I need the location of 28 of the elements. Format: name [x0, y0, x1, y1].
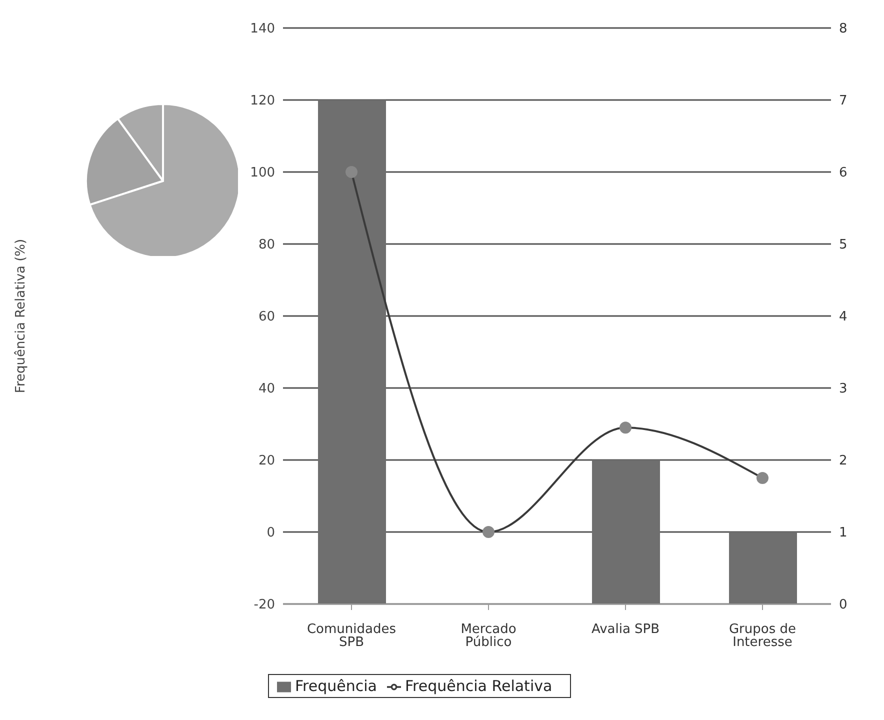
y2-tick-label: 5: [839, 238, 848, 253]
y2-tick-label: 8: [839, 22, 848, 37]
legend-label: Frequência: [295, 677, 377, 695]
y-tick-label: 20: [258, 454, 275, 469]
x-tick-label: Avalia SPB: [591, 622, 660, 638]
y-axis-title: Frequência Relativa (%): [14, 238, 29, 394]
x-tick-label: Mercado Público: [460, 622, 516, 650]
y2-tick-label: 7: [839, 94, 848, 109]
bar: [592, 460, 660, 604]
y-tick-label: 120: [250, 94, 275, 109]
y2-tick-label: 2: [839, 454, 848, 469]
bar: [318, 100, 386, 604]
y-tick-label: 60: [258, 310, 275, 325]
x-tick-label: Grupos de Interesse: [728, 622, 796, 650]
x-tick-label: Comunidades SPB: [306, 622, 396, 650]
legend-label: Frequência Relativa: [404, 677, 552, 695]
y2-tick-label: 1: [839, 526, 848, 541]
y2-tick-label: 0: [839, 598, 848, 613]
y2-tick-label: 4: [839, 310, 848, 325]
y2-tick-label: 6: [839, 166, 848, 181]
y-tick-label: 40: [258, 382, 275, 397]
y2-tick-label: 3: [839, 382, 848, 397]
y-tick-label: -20: [254, 598, 275, 613]
y-tick-label: 80: [258, 238, 275, 253]
bar: [729, 532, 797, 604]
y-tick-label: 140: [250, 22, 275, 37]
y-tick-label: 100: [250, 166, 275, 181]
y-tick-label: 0: [266, 526, 275, 541]
